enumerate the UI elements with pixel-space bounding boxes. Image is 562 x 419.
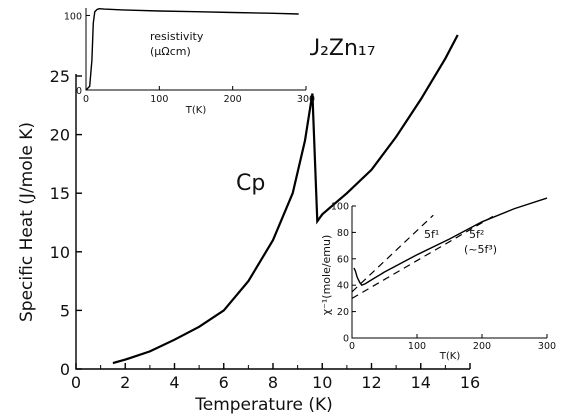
- susceptibility-ticks: [351, 205, 548, 339]
- susceptibility-y-tick-labels: 0 20 40 60 80 100: [331, 202, 349, 345]
- main-x-tick-label: 16: [460, 373, 480, 392]
- susceptibility-y-tick-label: 80: [337, 228, 349, 239]
- susceptibility-x-tick-labels: 0 100 200 300: [349, 341, 556, 352]
- susceptibility-x-tick-label: 0: [349, 341, 355, 352]
- susceptibility-curve: [353, 197, 548, 287]
- resistivity-y-tick-label: 100: [64, 11, 82, 22]
- susceptibility-x-tick-label: 300: [538, 341, 556, 352]
- main-y-tick-label: 25: [50, 67, 70, 86]
- susceptibility-y-tick-label: 100: [331, 202, 349, 213]
- susceptibility-y-tick-label: 60: [337, 254, 349, 265]
- dashed-line-5f1: [351, 214, 434, 293]
- main-y-tick-label: 20: [50, 126, 70, 145]
- main-x-tick-label: 6: [219, 373, 229, 392]
- compound-label: U₂Zn₁₇: [304, 36, 376, 61]
- main-x-tick-label: 12: [361, 373, 381, 392]
- susceptibility-inset-background: [348, 196, 554, 346]
- susceptibility-x-tick-label: 200: [473, 341, 491, 352]
- resistivity-curve: [85, 7, 299, 91]
- resistivity-inset: 0 100 200 300 0 100 resistivity (μΩcm) T(K): [64, 6, 315, 116]
- main-y-tick-label: 10: [50, 243, 70, 262]
- main-x-tick-labels: 0 2 4 6 8 10 12 14 16: [71, 373, 480, 392]
- resistivity-y-tick-labels: 0 100: [64, 11, 82, 97]
- label-5f1: 5f¹: [424, 228, 439, 241]
- resistivity-inset-background: [84, 6, 310, 94]
- resistivity-annotation: resistivity: [150, 30, 204, 43]
- susceptibility-inset: 0 100 200 300 0 20 40 60 80 100 5f¹ 5f² (~5f³) χ…: [320, 196, 556, 362]
- resistivity-y-tick-label: 0: [76, 86, 82, 97]
- series-label-cp: Cp: [236, 171, 265, 196]
- susceptibility-x-tick-label: 100: [408, 341, 426, 352]
- resistivity-ticks: [85, 14, 307, 91]
- dashed-line-5f2: [351, 214, 496, 299]
- main-y-tick-label: 15: [50, 184, 70, 203]
- resistivity-x-axis-title: T(K): [185, 105, 207, 116]
- y-axis-title: Specific Heat (J/mole K): [17, 122, 37, 322]
- main-x-tick-label: 2: [120, 373, 130, 392]
- main-y-tick-label: 0: [60, 360, 70, 379]
- main-y-tick-labels: 0 5 10 15 20 25: [50, 67, 70, 379]
- x-axis-title: Temperature (K): [194, 395, 333, 415]
- main-x-tick-label: 0: [71, 373, 81, 392]
- susceptibility-y-axis-title: χ⁻¹(mole/emu): [320, 235, 333, 316]
- susceptibility-y-tick-label: 0: [343, 334, 349, 345]
- main-plot: 0 2 4 6 8 10 12 14 16 0 5 10 15 20 25 Temperature (K)…: [17, 34, 480, 415]
- resistivity-x-tick-label: 200: [224, 94, 242, 105]
- main-x-tick-label: 14: [411, 373, 431, 392]
- resistivity-unit: (μΩcm): [150, 45, 191, 58]
- main-x-tick-label: 8: [268, 373, 278, 392]
- cp-curve: [112, 34, 459, 365]
- label-5f2: 5f²: [469, 228, 484, 241]
- susceptibility-y-tick-label: 40: [337, 281, 349, 292]
- resistivity-x-tick-labels: 0 100 200 300: [83, 94, 315, 105]
- resistivity-x-tick-label: 0: [83, 94, 89, 105]
- main-x-tick-label: 10: [312, 373, 332, 392]
- resistivity-x-tick-label: 100: [150, 94, 168, 105]
- main-y-tick-label: 5: [60, 301, 70, 320]
- susceptibility-y-tick-label: 20: [337, 307, 349, 318]
- resistivity-x-tick-label: 300: [297, 94, 315, 105]
- susceptibility-x-axis-title: T(K): [439, 351, 461, 362]
- label-5f3: (~5f³): [464, 243, 497, 256]
- main-ticks: [75, 75, 471, 370]
- main-x-tick-label: 4: [169, 373, 179, 392]
